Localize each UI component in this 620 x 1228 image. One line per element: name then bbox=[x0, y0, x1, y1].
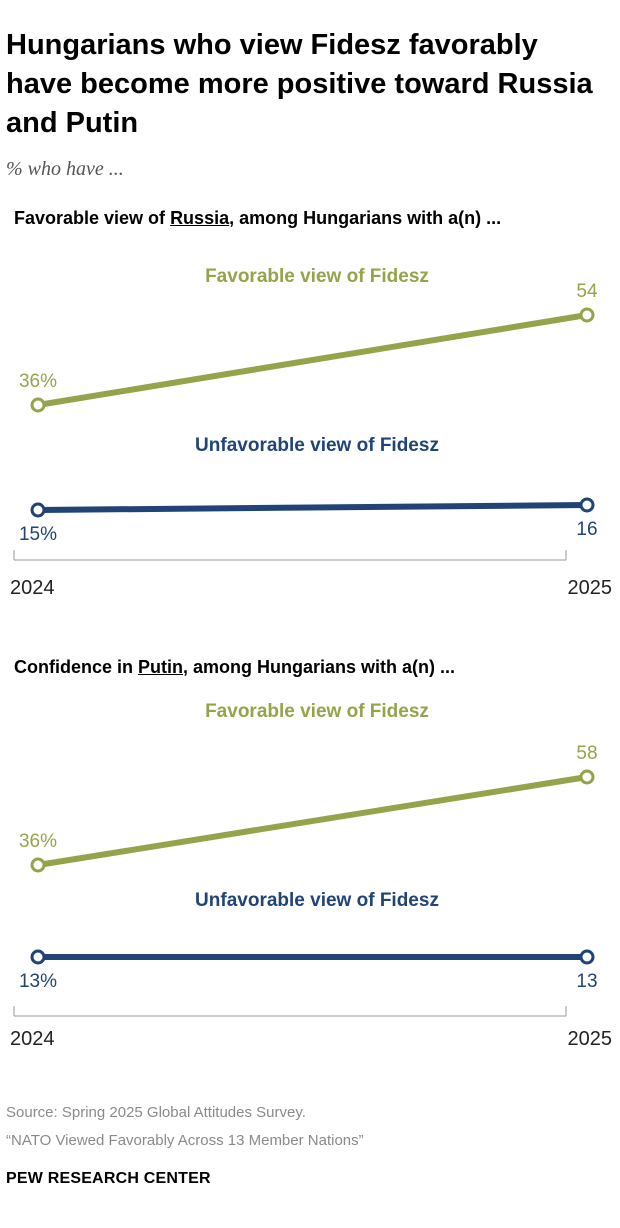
panel-1-title: Favorable view of Russia, among Hungaria… bbox=[14, 208, 501, 229]
data-label: 36% bbox=[19, 371, 57, 392]
data-point bbox=[30, 502, 46, 518]
series-line bbox=[35, 312, 590, 408]
data-label: 15% bbox=[19, 524, 57, 545]
data-point bbox=[579, 307, 595, 323]
panel-2-title-suffix: , among Hungarians with a(n) ... bbox=[183, 657, 456, 677]
panel-2-title-prefix: Confidence in bbox=[14, 657, 139, 677]
series-label: Unfavorable view of Fidesz bbox=[195, 435, 439, 456]
panel-2-title-subject: Putin bbox=[138, 657, 184, 677]
x-tick-label: 2025 bbox=[568, 577, 613, 599]
series-label: Favorable view of Fidesz bbox=[205, 266, 429, 287]
x-tick-label: 2024 bbox=[10, 1028, 55, 1050]
panel-2-chart: 2024 2025 36% 58 Favorable view of Fidesz 13%… bbox=[10, 701, 613, 1050]
data-point bbox=[579, 497, 595, 513]
pew-logo-text: PEW RESEARCH CENTER bbox=[6, 1170, 211, 1187]
panel-1-title-suffix: , among Hungarians with a(n) ... bbox=[229, 208, 502, 228]
data-point bbox=[30, 949, 46, 965]
source-note: Source: Spring 2025 Global Attitudes Sur… bbox=[6, 1104, 306, 1121]
chart-subtitle: % who have ... bbox=[6, 158, 124, 180]
chart-title: Hungarians who view Fidesz favorably hav… bbox=[6, 29, 593, 139]
data-label: 16 bbox=[576, 519, 597, 540]
series-label: Unfavorable view of Fidesz bbox=[195, 890, 439, 911]
series-label: Favorable view of Fidesz bbox=[205, 701, 429, 722]
data-point bbox=[30, 857, 46, 873]
x-tick-label: 2025 bbox=[568, 1028, 613, 1050]
panel-1-chart: 2024 2025 36% 54 Favorable view of Fidesz 15%… bbox=[10, 266, 613, 599]
data-point bbox=[579, 949, 595, 965]
data-label: 54 bbox=[576, 281, 598, 302]
series-line bbox=[35, 502, 590, 513]
panel-2-title: Confidence in Putin, among Hungarians wi… bbox=[14, 657, 455, 678]
x-tick-label: 2024 bbox=[10, 577, 55, 599]
panel-1-title-prefix: Favorable view of bbox=[14, 208, 171, 228]
data-label: 13 bbox=[576, 971, 597, 992]
data-point bbox=[579, 769, 595, 785]
data-label: 58 bbox=[576, 743, 597, 764]
report-title-note: “NATO Viewed Favorably Across 13 Member … bbox=[6, 1132, 364, 1149]
data-point bbox=[30, 397, 46, 413]
data-label: 13% bbox=[19, 971, 57, 992]
series-line bbox=[35, 774, 590, 868]
data-label: 36% bbox=[19, 831, 57, 852]
panel-1-title-subject: Russia bbox=[170, 208, 230, 228]
